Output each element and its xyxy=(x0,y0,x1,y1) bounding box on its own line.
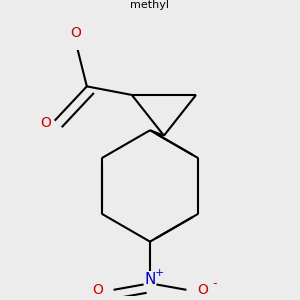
Text: O: O xyxy=(92,283,103,297)
Text: N: N xyxy=(144,272,156,286)
Text: -: - xyxy=(212,277,217,290)
Text: O: O xyxy=(71,26,82,40)
Text: +: + xyxy=(155,268,164,278)
Text: methyl: methyl xyxy=(130,0,169,10)
Text: O: O xyxy=(41,116,52,130)
Text: O: O xyxy=(197,283,208,297)
